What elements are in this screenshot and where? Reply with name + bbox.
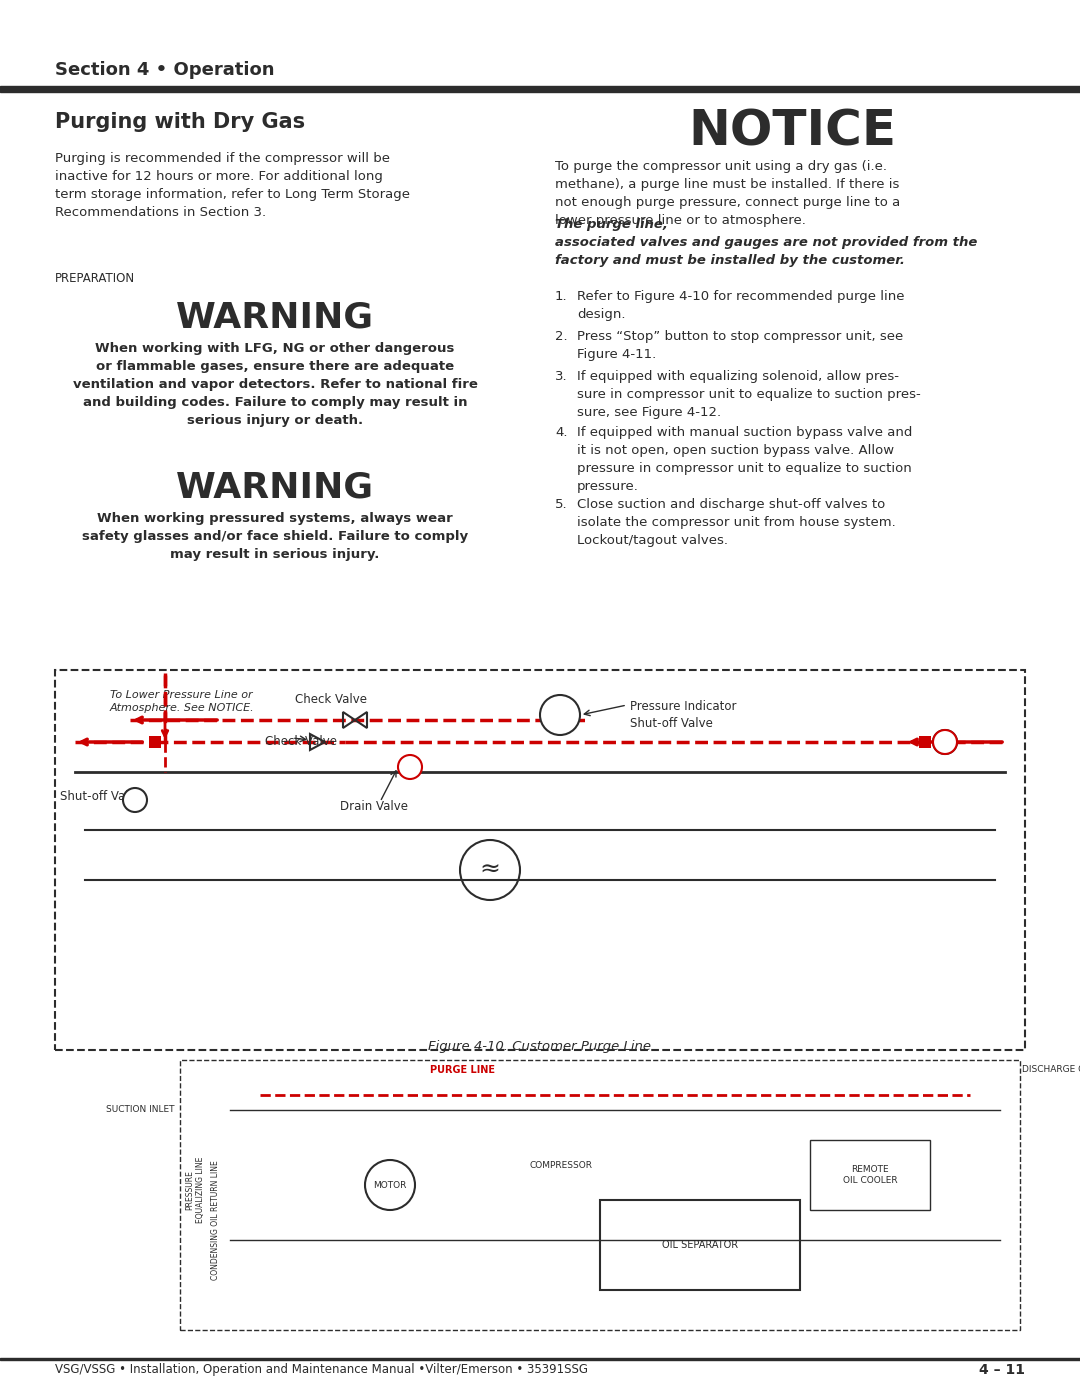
Text: 4 – 11: 4 – 11 — [978, 1363, 1025, 1377]
Text: CONDENSING OIL RETURN LINE: CONDENSING OIL RETURN LINE — [211, 1160, 219, 1280]
Text: Shut-off Valve: Shut-off Valve — [60, 789, 143, 803]
Circle shape — [933, 731, 957, 754]
Text: WARNING: WARNING — [176, 300, 374, 334]
Text: DISCHARGE OUTLET: DISCHARGE OUTLET — [1022, 1065, 1080, 1074]
Text: Refer to Figure 4-10 for recommended purge line
design.: Refer to Figure 4-10 for recommended pur… — [577, 291, 905, 321]
Text: Figure 4-10. Customer Purge Line: Figure 4-10. Customer Purge Line — [429, 1039, 651, 1053]
Text: PREPARATION: PREPARATION — [55, 272, 135, 285]
Text: The purge line,
associated valves and gauges are not provided from the
factory a: The purge line, associated valves and ga… — [555, 218, 977, 267]
Text: WARNING: WARNING — [176, 469, 374, 504]
Text: To Lower Pressure Line or
Atmosphere. See NOTICE.: To Lower Pressure Line or Atmosphere. Se… — [110, 690, 255, 714]
Text: Purging is recommended if the compressor will be
inactive for 12 hours or more. : Purging is recommended if the compressor… — [55, 152, 410, 219]
Text: To purge the compressor unit using a dry gas (i.e.
methane), a purge line must b: To purge the compressor unit using a dry… — [555, 161, 901, 226]
Text: SUCTION INLET: SUCTION INLET — [107, 1105, 175, 1115]
Text: If equipped with equalizing solenoid, allow pres-
sure in compressor unit to equ: If equipped with equalizing solenoid, al… — [577, 370, 921, 419]
Text: NOTICE: NOTICE — [689, 108, 896, 156]
Text: 2.: 2. — [555, 330, 568, 344]
Text: ≈: ≈ — [480, 858, 500, 882]
Bar — [0, 87, 1080, 92]
Text: If equipped with manual suction bypass valve and
it is not open, open suction by: If equipped with manual suction bypass v… — [577, 426, 913, 493]
Text: Pressure Indicator
Shut-off Valve: Pressure Indicator Shut-off Valve — [630, 700, 737, 731]
Text: Drain Valve: Drain Valve — [340, 800, 408, 813]
Text: When working with LFG, NG or other dangerous
or flammable gases, ensure there ar: When working with LFG, NG or other dange… — [72, 342, 477, 427]
Bar — [600, 1200, 800, 1289]
Text: 002: 002 — [552, 717, 568, 726]
Text: PI: PI — [555, 703, 565, 711]
Circle shape — [399, 754, 422, 780]
Text: OIL SEPARATOR: OIL SEPARATOR — [662, 1241, 738, 1250]
Text: Check Valve: Check Valve — [265, 735, 337, 747]
Bar — [0, 1358, 1080, 1361]
Text: Section 4 • Operation: Section 4 • Operation — [55, 61, 274, 80]
Text: VSG/VSSG • Installation, Operation and Maintenance Manual •Vilter/Emerson • 3539: VSG/VSSG • Installation, Operation and M… — [55, 1363, 588, 1376]
Text: COMPRESSOR: COMPRESSOR — [530, 1161, 593, 1169]
Text: PURGE LINE: PURGE LINE — [430, 1065, 495, 1076]
Text: MOTOR: MOTOR — [374, 1180, 407, 1189]
Text: 5.: 5. — [555, 497, 568, 511]
Text: 3.: 3. — [555, 370, 568, 383]
Text: Press “Stop” button to stop compressor unit, see
Figure 4-11.: Press “Stop” button to stop compressor u… — [577, 330, 903, 360]
Bar — [810, 1140, 930, 1210]
Text: 4.: 4. — [555, 426, 567, 439]
Text: 1.: 1. — [555, 291, 568, 303]
Circle shape — [933, 731, 957, 754]
Circle shape — [123, 788, 147, 812]
Circle shape — [540, 694, 580, 735]
Bar — [149, 736, 161, 747]
Text: REMOTE
OIL COOLER: REMOTE OIL COOLER — [842, 1165, 897, 1185]
Text: Close suction and discharge shut-off valves to
isolate the compressor unit from : Close suction and discharge shut-off val… — [577, 497, 895, 548]
Text: PRESSURE
EQUALIZING LINE: PRESSURE EQUALIZING LINE — [185, 1157, 205, 1224]
Text: When working pressured systems, always wear
safety glasses and/or face shield. F: When working pressured systems, always w… — [82, 511, 468, 562]
Bar — [919, 736, 931, 747]
Text: Check Valve: Check Valve — [295, 693, 367, 705]
Text: Purging with Dry Gas: Purging with Dry Gas — [55, 112, 306, 131]
